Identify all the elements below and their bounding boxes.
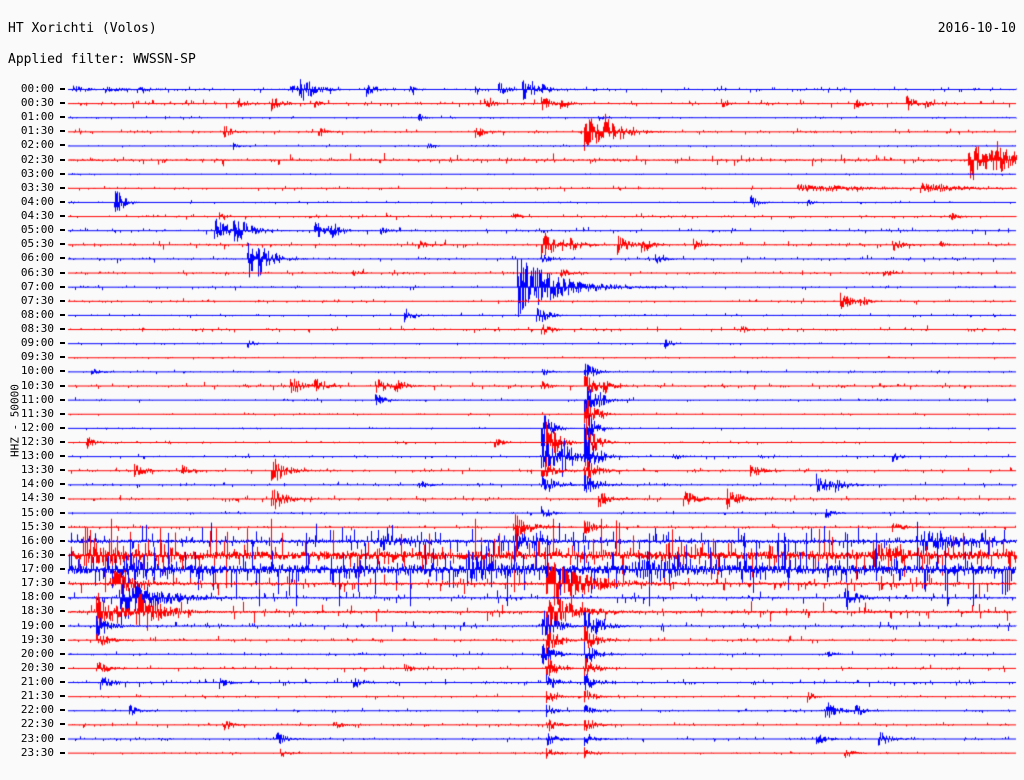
helicorder-plot	[0, 0, 1024, 780]
